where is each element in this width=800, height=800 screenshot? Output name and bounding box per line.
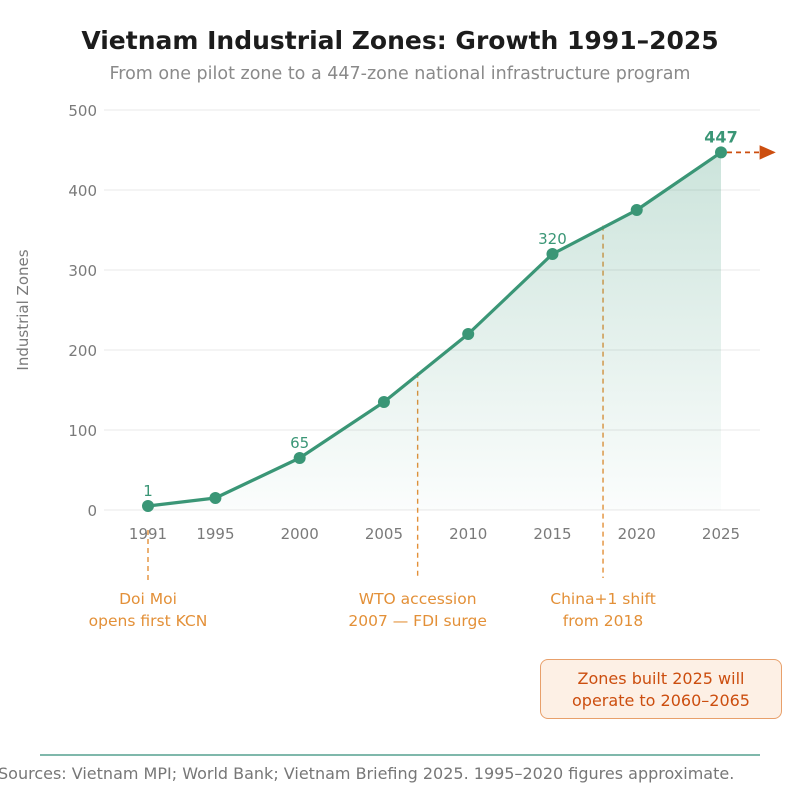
data-point xyxy=(715,146,727,159)
y-tick-label: 200 xyxy=(68,342,97,360)
annotation-label: opens first KCN xyxy=(89,612,208,630)
x-tick-label: 2020 xyxy=(618,525,656,543)
data-label: 447 xyxy=(704,127,737,146)
annotation-label: Doi Moi xyxy=(119,590,177,608)
annotation-label: 2007 — FDI surge xyxy=(348,612,487,630)
x-tick-label: 2010 xyxy=(449,525,487,543)
footer-divider xyxy=(40,754,760,756)
data-point xyxy=(293,452,306,464)
y-axis-label: Industrial Zones xyxy=(14,249,32,370)
data-point xyxy=(142,500,154,512)
source-note: Sources: Vietnam MPI; World Bank; Vietna… xyxy=(0,764,735,783)
callout-line-2: operate to 2060–2065 xyxy=(572,691,750,710)
callout-line-1: Zones built 2025 will xyxy=(577,669,745,688)
y-tick-label: 300 xyxy=(68,262,97,280)
x-tick-label: 2005 xyxy=(365,525,403,543)
x-tick-label: 1995 xyxy=(196,525,234,543)
y-tick-label: 0 xyxy=(87,502,97,520)
data-label: 320 xyxy=(538,230,567,248)
lifespan-callout: Zones built 2025 will operate to 2060–20… xyxy=(540,659,782,719)
data-point xyxy=(377,396,390,408)
chart-subtitle: From one pilot zone to a 447-zone nation… xyxy=(109,64,691,84)
y-tick-label: 400 xyxy=(68,182,97,200)
x-tick-label: 2000 xyxy=(281,525,319,543)
series-line xyxy=(146,150,723,508)
data-point xyxy=(546,248,559,260)
data-point xyxy=(462,328,475,340)
x-tick-label: 2015 xyxy=(533,525,571,543)
annotation-label: WTO accession xyxy=(359,590,477,608)
annotation-label: from 2018 xyxy=(563,612,643,630)
data-point xyxy=(209,492,222,504)
chart-title: Vietnam Industrial Zones: Growth 1991–20… xyxy=(81,26,719,55)
data-label: 1 xyxy=(143,482,153,500)
y-tick-label: 500 xyxy=(68,102,97,120)
y-tick-label: 100 xyxy=(68,422,97,440)
x-tick-label: 2025 xyxy=(702,525,740,543)
x-tick-label: 1991 xyxy=(129,525,167,543)
data-label: 65 xyxy=(290,434,309,452)
annotation-label: China+1 shift xyxy=(550,590,656,608)
data-point xyxy=(630,204,643,216)
